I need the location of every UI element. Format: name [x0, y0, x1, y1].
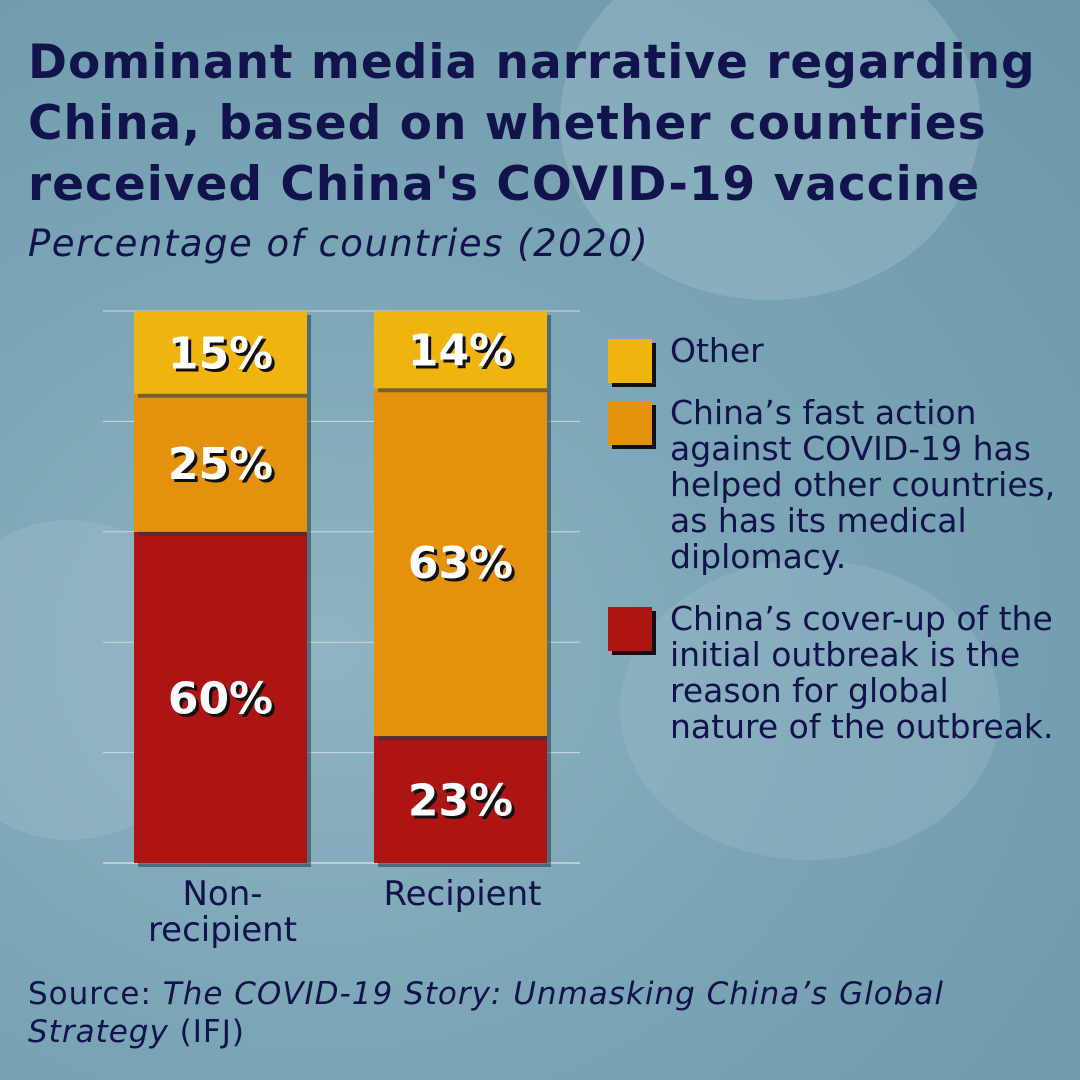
source-suffix: (IFJ) — [168, 1014, 245, 1050]
legend-item: Other — [608, 331, 1058, 383]
legend-item: China’s cover-up of the initial outbreak… — [608, 601, 1058, 745]
bar-segment — [134, 393, 307, 532]
data-label-shadow: 14% — [411, 329, 516, 380]
legend-swatch — [608, 607, 652, 651]
x-tick-label: Non- — [182, 874, 262, 914]
bar-segment — [374, 736, 547, 863]
chart-subtitle: Percentage of countries (2020) — [28, 222, 650, 265]
chart-legend: Other China’s fast action against COVID-1… — [608, 333, 1058, 771]
data-label: 25% — [168, 439, 273, 490]
legend-label: China’s cover-up of the initial outbreak… — [670, 599, 1054, 746]
legend-swatch — [608, 401, 652, 445]
data-label: 23% — [408, 776, 513, 827]
bar-segment — [134, 531, 307, 863]
bar-segment — [134, 311, 307, 394]
data-label: 60% — [168, 673, 273, 724]
legend-label: Other — [670, 331, 764, 370]
data-label: 15% — [168, 328, 273, 379]
x-tick-label: recipient — [148, 910, 297, 950]
bar-segment — [374, 388, 547, 737]
data-label-shadow: 60% — [171, 676, 276, 727]
data-label: 14% — [408, 326, 513, 377]
legend-swatch — [608, 339, 652, 383]
source-title: The COVID-19 Story: Unmasking China’s Gl… — [28, 976, 944, 1050]
data-label: 63% — [408, 538, 513, 589]
source-note: Source: The COVID-19 Story: Unmasking Ch… — [28, 975, 1058, 1051]
chart-title: Dominant media narrative regarding China… — [28, 35, 1036, 212]
bar-segment — [374, 311, 547, 389]
source-prefix: Source: — [28, 976, 163, 1012]
data-label-shadow: 63% — [411, 541, 516, 592]
data-label-shadow: 23% — [411, 779, 516, 830]
legend-label: China’s fast action against COVID-19 has… — [670, 393, 1056, 576]
legend-item: China’s fast action against COVID-19 has… — [608, 395, 1058, 575]
x-tick-label: Recipient — [384, 874, 542, 914]
data-label-shadow: 15% — [171, 331, 276, 382]
data-label-shadow: 25% — [171, 442, 276, 493]
